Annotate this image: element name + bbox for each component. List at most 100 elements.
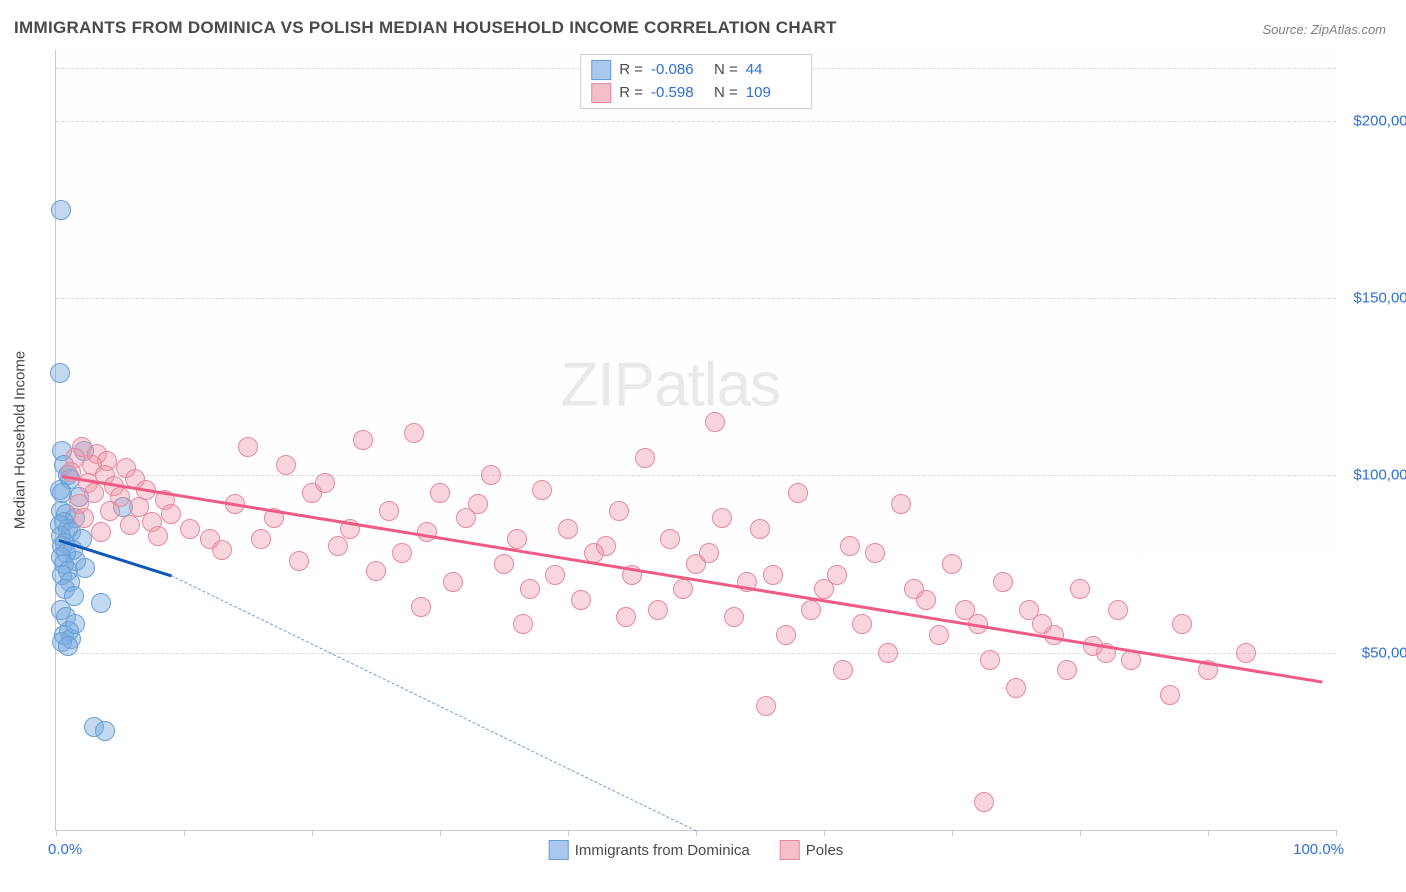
data-point-dominica [50,363,70,383]
data-point-poles [865,543,885,563]
data-point-poles [353,430,373,450]
legend-row-poles: R = -0.598 N = 109 [591,82,801,105]
swatch-poles [780,840,800,860]
data-point-poles [776,625,796,645]
data-point-poles [100,501,120,521]
series-legend: Immigrants from Dominica Poles [549,840,844,860]
data-point-poles [302,483,322,503]
data-point-poles [724,607,744,627]
data-point-poles [788,483,808,503]
data-point-poles [148,526,168,546]
data-point-poles [328,536,348,556]
data-point-poles [705,412,725,432]
data-point-poles [827,565,847,585]
data-point-poles [955,600,975,620]
gridline [56,298,1336,299]
legend-n-label: N = [714,82,738,105]
data-point-poles [852,614,872,634]
correlation-legend: R = -0.086 N = 44 R = -0.598 N = 109 [580,54,812,109]
x-tick [568,830,569,836]
data-point-poles [532,480,552,500]
data-point-poles [635,448,655,468]
data-point-poles [942,554,962,574]
data-point-poles [74,508,94,528]
data-point-poles [212,540,232,560]
y-axis-label: Median Household Income [12,351,29,529]
data-point-poles [1108,600,1128,620]
source-label: Source: ZipAtlas.com [1262,22,1386,37]
data-point-poles [392,543,412,563]
x-tick [696,830,697,836]
legend-row-dominica: R = -0.086 N = 44 [591,59,801,82]
data-point-poles [545,565,565,585]
data-point-dominica [75,558,95,578]
plot-area: ZIPatlas Median Household Income R = -0.… [55,50,1336,831]
data-point-poles [596,536,616,556]
y-tick-label: $150,000 [1341,290,1406,307]
data-point-dominica [95,721,115,741]
data-point-poles [891,494,911,514]
data-point-poles [1160,685,1180,705]
data-point-poles [974,792,994,812]
watermark: ZIPatlas [561,350,780,421]
data-point-poles [756,696,776,716]
data-point-poles [616,607,636,627]
data-point-poles [1236,643,1256,663]
legend-r-value-dominica: -0.086 [651,59,706,82]
x-tick [184,830,185,836]
x-axis-min-label: 0.0% [48,841,82,858]
data-point-dominica [58,636,78,656]
data-point-poles [750,519,770,539]
data-point-poles [91,522,111,542]
legend-n-label: N = [714,59,738,82]
x-axis-max-label: 100.0% [1293,841,1344,858]
data-point-poles [1172,614,1192,634]
data-point-poles [507,529,527,549]
legend-r-label: R = [619,82,643,105]
data-point-poles [699,543,719,563]
swatch-dominica [549,840,569,860]
data-point-poles [980,650,1000,670]
data-point-poles [379,501,399,521]
data-point-poles [660,529,680,549]
data-point-poles [1070,579,1090,599]
data-point-poles [366,561,386,581]
y-tick-label: $100,000 [1341,467,1406,484]
gridline [56,121,1336,122]
x-tick [312,830,313,836]
data-point-poles [609,501,629,521]
data-point-poles [430,483,450,503]
data-point-poles [673,579,693,599]
data-point-poles [648,600,668,620]
data-point-poles [417,522,437,542]
data-point-poles [1032,614,1052,634]
y-tick-label: $200,000 [1341,112,1406,129]
data-point-poles [993,572,1013,592]
x-tick [56,830,57,836]
data-point-poles [404,423,424,443]
data-point-poles [840,536,860,556]
data-point-poles [833,660,853,680]
x-tick [824,830,825,836]
x-tick [1080,830,1081,836]
swatch-poles [591,83,611,103]
legend-r-value-poles: -0.598 [651,82,706,105]
swatch-dominica [591,60,611,80]
data-point-poles [180,519,200,539]
legend-label-dominica: Immigrants from Dominica [575,842,750,859]
data-point-poles [904,579,924,599]
data-point-poles [251,529,271,549]
data-point-poles [763,565,783,585]
data-point-poles [481,465,501,485]
data-point-poles [712,508,732,528]
legend-item-poles: Poles [780,840,844,860]
data-point-poles [238,437,258,457]
data-point-poles [801,600,821,620]
data-point-poles [161,504,181,524]
legend-item-dominica: Immigrants from Dominica [549,840,750,860]
x-tick [1208,830,1209,836]
data-point-poles [520,579,540,599]
data-point-poles [558,519,578,539]
data-point-poles [443,572,463,592]
legend-n-value-dominica: 44 [746,59,801,82]
